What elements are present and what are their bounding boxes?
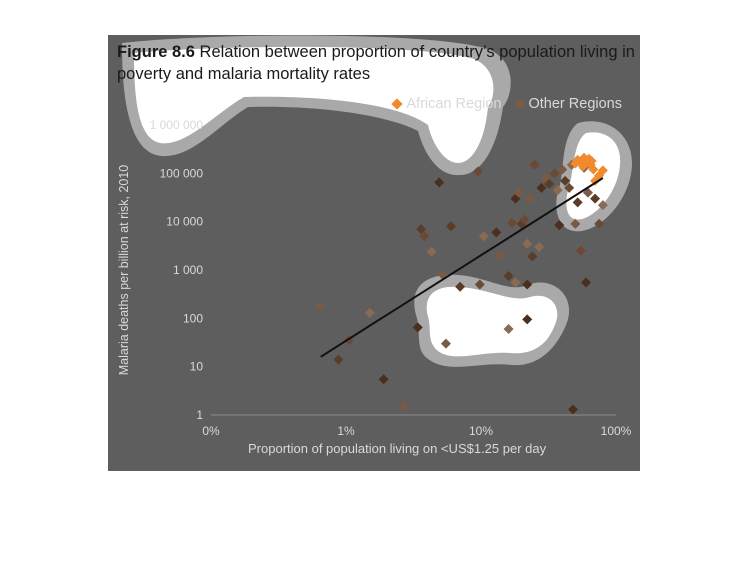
data-point-other-regions <box>519 214 530 225</box>
y-tick-label: 1 000 000 <box>150 118 204 132</box>
data-point-other-regions <box>412 322 423 333</box>
data-point-other-regions <box>378 374 389 385</box>
x-tick-label: 10% <box>469 424 493 438</box>
data-point-other-regions <box>524 193 535 204</box>
data-point-african-region <box>590 175 601 186</box>
chart-title-text: Relation between proportion of country’s… <box>117 43 635 83</box>
chart-marks <box>315 152 608 415</box>
x-tick-label: 1% <box>337 424 355 438</box>
data-point-other-regions <box>567 404 578 415</box>
y-axis-label: Malaria deaths per billion at risk, 2010 <box>114 164 134 376</box>
data-point-other-regions <box>544 179 555 190</box>
data-point-other-regions <box>507 217 518 228</box>
data-point-other-regions <box>549 168 560 179</box>
y-tick-label: 100 000 <box>160 166 204 180</box>
data-point-other-regions <box>503 271 514 282</box>
data-point-other-regions <box>560 175 571 186</box>
data-point-african-region <box>586 155 597 166</box>
y-tick-label: 1 <box>196 408 203 422</box>
x-tick-label: 100% <box>601 424 632 438</box>
data-point-other-regions <box>478 231 489 242</box>
data-point-african-region <box>597 165 608 176</box>
data-point-other-regions <box>522 238 533 249</box>
data-point-other-regions <box>416 224 427 235</box>
data-point-other-regions <box>575 245 586 256</box>
data-point-other-regions <box>590 193 601 204</box>
occlusion-blobs <box>122 35 632 367</box>
data-point-other-regions <box>554 220 565 231</box>
data-point-other-regions <box>510 277 521 288</box>
legend-label-african-region: African Region <box>406 96 502 112</box>
data-point-other-regions <box>513 187 524 198</box>
data-point-other-regions <box>552 185 563 196</box>
data-point-other-regions <box>315 300 326 311</box>
data-point-other-regions <box>495 250 506 261</box>
y-tick-label: 10 <box>190 360 204 374</box>
data-point-other-regions <box>333 354 344 365</box>
data-point-other-regions <box>527 251 538 262</box>
x-tick-label: 0% <box>202 424 220 438</box>
chart-title: Figure 8.6 Relation between proportion o… <box>117 41 637 85</box>
y-tick-label: 10 000 <box>166 215 203 229</box>
data-point-other-regions <box>572 197 583 208</box>
y-tick-label: 1 000 <box>173 263 203 277</box>
data-point-other-regions <box>455 281 466 292</box>
data-point-other-regions <box>440 338 451 349</box>
data-point-african-region <box>570 158 581 169</box>
data-point-other-regions <box>597 200 608 211</box>
data-point-other-regions <box>426 246 437 257</box>
trend-line <box>320 177 604 358</box>
axes: 1 10 100 1 000 10 000 100 000 1 000 000 0% 1% 10%… <box>150 118 632 438</box>
data-point-other-regions <box>503 324 514 335</box>
data-point-other-regions <box>434 177 445 188</box>
legend-label-other-regions: Other Regions <box>528 96 623 112</box>
scatter-chart: 1 10 100 1 000 10 000 100 000 1 000 000 0% 1% 10%… <box>122 35 632 438</box>
data-point-other-regions <box>399 401 410 412</box>
data-point-other-regions <box>534 241 545 252</box>
data-point-african-region <box>594 170 605 181</box>
x-axis-label: Proportion of population living on <US$1… <box>248 441 547 456</box>
data-point-other-regions <box>529 159 540 170</box>
data-point-other-regions <box>446 221 457 232</box>
data-point-other-regions <box>594 218 605 229</box>
data-point-other-regions <box>536 182 547 193</box>
legend-item-other-regions: Other Regions <box>513 96 623 112</box>
diamond-marker-icon <box>513 98 526 110</box>
data-point-other-regions <box>472 166 483 177</box>
y-tick-label: 100 <box>183 311 203 325</box>
data-point-other-regions <box>419 231 430 242</box>
data-point-other-regions <box>557 164 568 175</box>
data-point-other-regions <box>491 227 502 238</box>
data-point-other-regions <box>522 314 533 325</box>
data-point-other-regions <box>522 279 533 290</box>
data-point-other-regions <box>581 277 592 288</box>
data-point-other-regions <box>570 218 581 229</box>
chart-title-figure-number: Figure 8.6 <box>117 43 195 61</box>
legend: African Region Other Regions <box>391 96 623 112</box>
figure-panel: 1 10 100 1 000 10 000 100 000 1 000 000 0% 1% 10%… <box>108 35 640 471</box>
y-axis-label-text: Malaria deaths per billion at risk, 2010 <box>117 164 131 376</box>
data-point-other-regions <box>474 279 485 290</box>
data-point-other-regions <box>564 182 575 193</box>
data-point-african-region <box>578 161 589 172</box>
legend-item-african-region: African Region <box>391 96 502 112</box>
data-point-african-region <box>588 164 599 175</box>
diamond-marker-icon <box>391 98 404 110</box>
data-point-other-regions <box>364 307 375 318</box>
